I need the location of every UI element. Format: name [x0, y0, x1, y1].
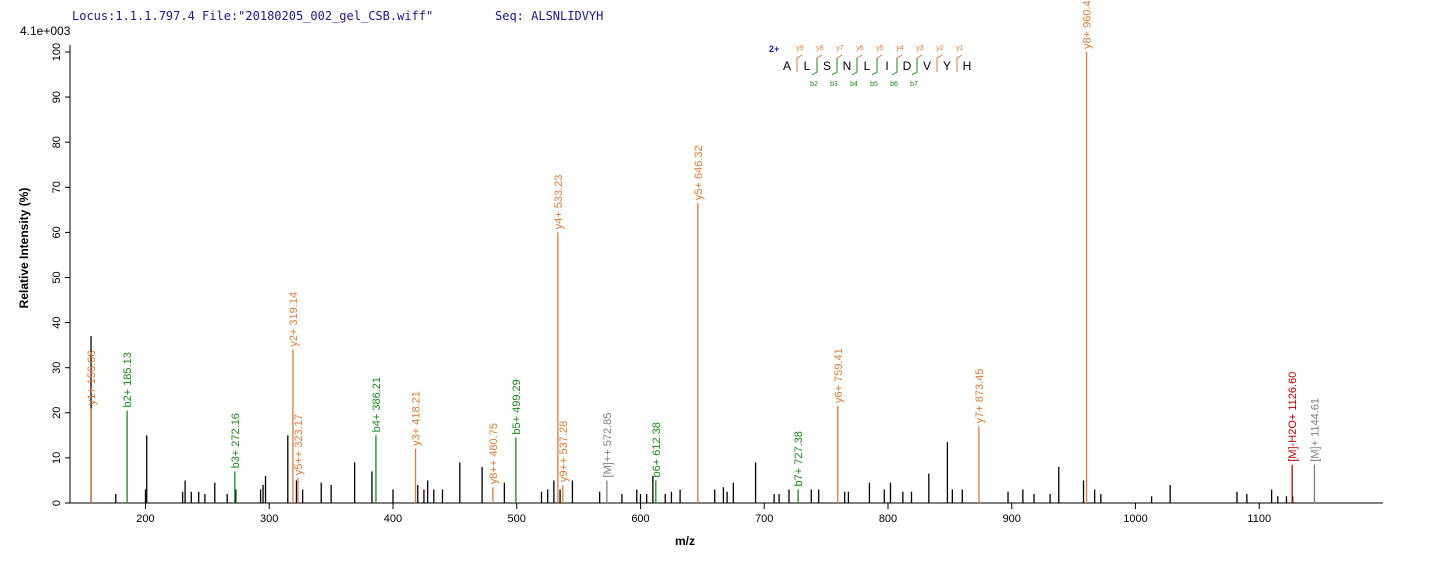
- y-ion-label: y2: [936, 45, 944, 52]
- peak-label: y1+ 156.08: [86, 351, 98, 406]
- y-ion-label: y3: [916, 45, 924, 52]
- x-tick-label: 300: [260, 513, 278, 525]
- y-cleavage: [956, 54, 963, 72]
- b-ion-label: b7: [910, 81, 918, 88]
- b-cleavage: [811, 58, 818, 76]
- peak-label: b4+ 386.21: [371, 377, 383, 432]
- peak-label: y8+ 960.47: [1082, 0, 1094, 49]
- peak-label: y9++ 537.28: [558, 421, 570, 482]
- peak-label: [M]-H2O+ 1126.60: [1287, 372, 1299, 462]
- x-tick-label: 400: [384, 513, 402, 525]
- y-tick-label: 10: [51, 452, 63, 464]
- b-cleavage: [831, 58, 838, 76]
- peak-label: y3+ 418.21: [411, 391, 423, 446]
- y-cleavage: [796, 54, 803, 72]
- x-tick-label: 500: [508, 513, 526, 525]
- y-tick-label: 80: [51, 136, 63, 148]
- residue: N: [843, 59, 852, 73]
- peak-label: b5+ 499.29: [511, 379, 523, 434]
- residue: D: [903, 59, 912, 73]
- b-ion-label: b3: [830, 81, 838, 88]
- peak-label: y4+ 533.23: [553, 175, 565, 230]
- y-ion-label: y6: [856, 45, 864, 52]
- x-tick-label: 800: [879, 513, 897, 525]
- x-tick-label: 1100: [1247, 513, 1271, 525]
- y-ion-label: y5: [876, 45, 884, 52]
- y-axis-label: Relative Intensity (%): [17, 188, 31, 309]
- y-cleavage: [856, 54, 863, 72]
- residue: A: [783, 59, 791, 73]
- y-cleavage: [876, 54, 883, 72]
- header-seq: Seq: ALSNLIDVYH: [495, 9, 603, 23]
- y-cleavage: [896, 54, 903, 72]
- y-ion-label: y9: [796, 45, 804, 52]
- b-cleavage: [851, 58, 858, 76]
- peak-label: [M]+ 1144.61: [1309, 398, 1321, 462]
- header-locus: Locus:1.1.1.797.4 File:"20180205_002_gel…: [72, 9, 433, 23]
- scale-label: 4.1e+003: [20, 24, 71, 38]
- peak-label: y6+ 759.41: [833, 348, 845, 403]
- y-ion-label: y7: [836, 45, 844, 52]
- peak-label: b3+ 272.16: [230, 413, 242, 468]
- x-tick-label: 1000: [1123, 513, 1147, 525]
- peak-label: b6+ 612.38: [651, 422, 663, 477]
- x-tick-label: 900: [1003, 513, 1021, 525]
- b-cleavage: [891, 58, 898, 76]
- peak-label: y2+ 319.14: [288, 292, 300, 347]
- peak-label: y5++ 323.17: [293, 414, 305, 475]
- y-ion-label: y4: [896, 45, 904, 52]
- peak-label: [M]++ 572.85: [602, 413, 614, 478]
- y-ion-label: y1: [956, 45, 964, 52]
- y-cleavage: [936, 54, 943, 72]
- peak-label: y7+ 873.45: [974, 369, 986, 424]
- y-tick-label: 70: [51, 181, 63, 193]
- y-tick-label: 0: [51, 500, 63, 506]
- y-tick-label: 20: [51, 407, 63, 419]
- y-tick-label: 90: [51, 91, 63, 103]
- residue: S: [823, 59, 831, 73]
- y-tick-label: 40: [51, 316, 63, 328]
- y-tick-label: 60: [51, 226, 63, 238]
- x-axis-label: m/z: [675, 534, 695, 548]
- peak-label: b2+ 185.13: [122, 352, 134, 407]
- residue: L: [864, 59, 871, 73]
- residue: Y: [943, 59, 951, 73]
- b-ion-label: b4: [850, 81, 858, 88]
- b-cleavage: [911, 58, 918, 76]
- residue: I: [885, 59, 888, 73]
- x-tick-label: 600: [631, 513, 649, 525]
- charge-label: 2+: [769, 44, 779, 54]
- y-cleavage: [816, 54, 823, 72]
- peak-label: y5+ 646.32: [693, 145, 705, 200]
- y-tick-label: 100: [51, 43, 63, 61]
- b-ion-label: b6: [890, 81, 898, 88]
- x-tick-label: 700: [755, 513, 773, 525]
- residue: L: [804, 59, 811, 73]
- y-tick-label: 30: [51, 362, 63, 374]
- y-cleavage: [916, 54, 923, 72]
- y-tick-label: 50: [51, 271, 63, 283]
- x-tick-label: 200: [136, 513, 154, 525]
- peak-label: y8++ 480.75: [488, 423, 500, 484]
- peak-label: b7+ 727.38: [793, 431, 805, 486]
- b-cleavage: [871, 58, 878, 76]
- residue: H: [963, 59, 972, 73]
- b-ion-label: b2: [810, 81, 818, 88]
- y-cleavage: [836, 54, 843, 72]
- residue: V: [923, 59, 931, 73]
- y-ion-label: y8: [816, 45, 824, 52]
- b-ion-label: b5: [870, 81, 878, 88]
